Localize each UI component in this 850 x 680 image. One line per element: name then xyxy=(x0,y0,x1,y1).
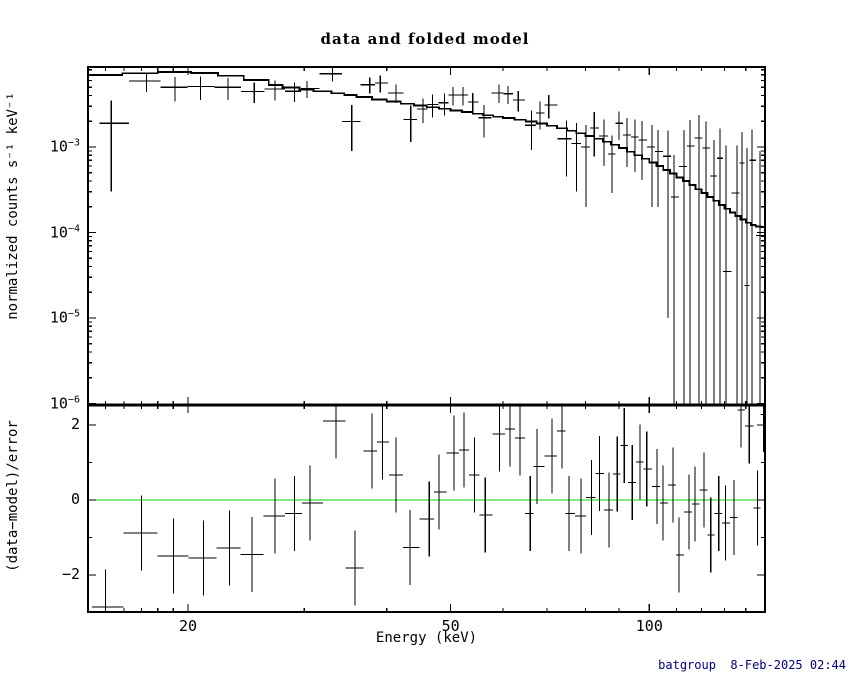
x-axis-label: Energy (keV) xyxy=(375,630,478,646)
y-tick-label-bottom: 0 xyxy=(70,490,80,509)
y-tick-label-top: 10−5 xyxy=(49,308,80,327)
footer-timestamp: batgroup 8-Feb-2025 02:44 xyxy=(658,658,846,672)
top-panel-frame xyxy=(87,66,766,406)
plot-title: data and folded model xyxy=(320,30,530,48)
y-tick-label-top: 10−6 xyxy=(49,394,80,413)
y-tick-label-top: 10−3 xyxy=(49,137,80,156)
y-axis-label-top: normalized counts s⁻¹ keV⁻¹ xyxy=(5,92,22,320)
x-tick-label: 50 xyxy=(441,617,460,635)
folded-model-line xyxy=(88,71,765,228)
y-tick-label-top: 10−4 xyxy=(49,223,80,242)
x-tick-label: 100 xyxy=(635,617,663,635)
y-tick-label-bottom: −2 xyxy=(61,565,80,584)
x-tick-label: 20 xyxy=(178,617,198,635)
y-tick-label-bottom: 2 xyxy=(70,415,80,434)
y-axis-label-bottom: (data−model)/error xyxy=(5,420,21,572)
